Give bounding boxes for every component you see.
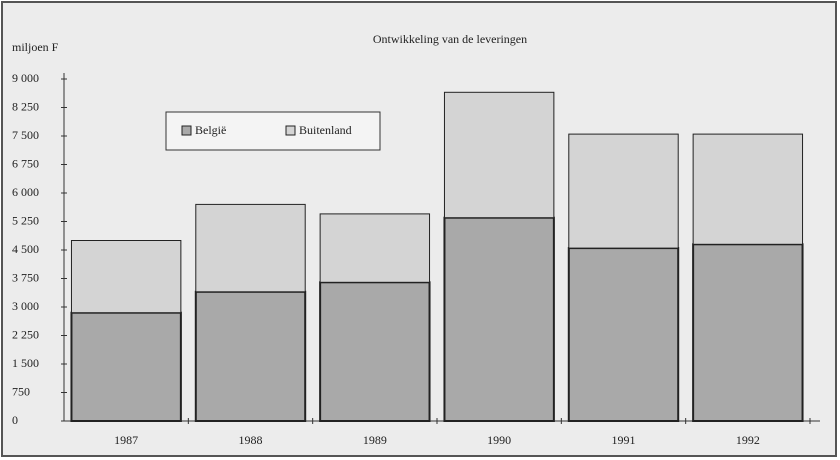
bar-segment (319, 281, 431, 422)
y-tick-label: 0 (12, 413, 18, 427)
bar-segment (567, 247, 680, 422)
y-tick-label: 6 750 (12, 156, 39, 170)
y-tick-label: 2 250 (12, 327, 39, 341)
bar-segment (443, 216, 555, 422)
legend-label: België (195, 123, 226, 137)
legend-swatch (285, 125, 296, 136)
y-tick-label: 750 (12, 384, 30, 398)
legend-label: Buitenland (299, 123, 352, 137)
bar-segment (195, 203, 306, 293)
y-tick-label: 7 500 (12, 128, 39, 142)
x-tick-label: 1990 (487, 433, 511, 447)
x-tick-label: 1987 (114, 433, 138, 447)
x-tick-label: 1991 (612, 433, 636, 447)
y-tick-label: 8 250 (12, 99, 39, 113)
legend (165, 111, 381, 151)
y-tick-label: 4 500 (12, 242, 39, 256)
y-axis-label: miljoen F (12, 40, 59, 54)
bar-segment (692, 133, 804, 245)
y-tick-label: 1 500 (12, 356, 39, 370)
bar-segment (568, 133, 679, 249)
y-tick-label: 5 250 (12, 213, 39, 227)
bar-segment (692, 243, 804, 422)
bar-segment (194, 290, 307, 422)
bar-segment (70, 240, 182, 314)
x-tick-label: 1992 (736, 433, 760, 447)
x-tick-label: 1989 (363, 433, 387, 447)
chart-title: Ontwikkeling van de leveringen (373, 32, 527, 46)
y-tick-label: 6 000 (12, 185, 39, 199)
bar-segment (70, 311, 182, 423)
y-tick-label: 3 750 (12, 270, 39, 284)
legend-swatch (181, 125, 192, 136)
x-tick-label: 1988 (239, 433, 263, 447)
y-tick-label: 9 000 (12, 71, 39, 85)
bar-segment (443, 91, 555, 219)
y-tick-label: 3 000 (12, 299, 39, 313)
bar-segment (319, 213, 431, 283)
